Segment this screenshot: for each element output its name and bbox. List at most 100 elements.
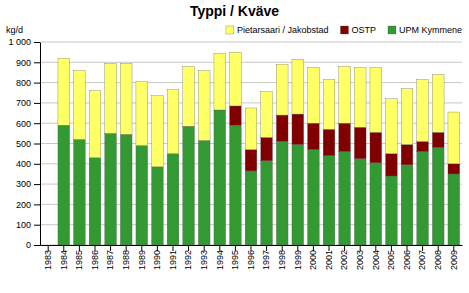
x-tick: 2005 xyxy=(386,245,396,270)
x-tick: 2000 xyxy=(308,245,318,270)
tick-label: 1983 xyxy=(43,250,53,270)
tick-label: 2001 xyxy=(324,250,334,270)
y-tick: 0 xyxy=(26,240,40,250)
grid-line xyxy=(40,62,462,63)
bar xyxy=(401,145,413,165)
bar xyxy=(386,176,398,245)
y-tick: 900 xyxy=(16,58,40,68)
bar xyxy=(74,70,86,139)
tick-label: 1 000 xyxy=(8,37,31,47)
y-axis: 01002003004005006007008009001 000 xyxy=(8,37,40,250)
x-tick: 1991 xyxy=(168,245,178,270)
bar xyxy=(230,106,242,125)
tick-label: 1988 xyxy=(121,250,131,270)
tick-label: 1994 xyxy=(215,250,225,270)
bar xyxy=(292,59,304,114)
bar xyxy=(183,126,195,245)
bar xyxy=(74,139,86,245)
tick-label: 200 xyxy=(16,200,31,210)
bar xyxy=(308,123,320,149)
tick-label: 1999 xyxy=(293,250,303,270)
x-tick: 1992 xyxy=(183,245,193,270)
bar xyxy=(261,161,273,245)
tick-label: 100 xyxy=(16,220,31,230)
y-tick: 200 xyxy=(16,200,40,210)
bar xyxy=(432,74,444,132)
axis-title: kg/d xyxy=(6,25,23,35)
tick-label: 2008 xyxy=(433,250,443,270)
tick-mark xyxy=(34,164,40,165)
bar xyxy=(198,140,210,245)
bar xyxy=(417,141,429,151)
x-tick: 1983 xyxy=(43,245,53,270)
x-tick: 2002 xyxy=(339,245,349,270)
chart: 01002003004005006007008009001 0001983198… xyxy=(0,0,469,293)
x-tick: 2001 xyxy=(324,245,334,270)
bar xyxy=(214,110,226,245)
bar xyxy=(58,58,70,125)
tick-label: 700 xyxy=(16,98,31,108)
bar xyxy=(448,112,460,164)
bar xyxy=(276,115,288,141)
y-tick: 700 xyxy=(16,98,40,108)
bar xyxy=(152,167,164,245)
bar xyxy=(276,64,288,115)
bar xyxy=(245,150,257,171)
x-tick: 1996 xyxy=(246,245,256,270)
tick-label: 2007 xyxy=(417,250,427,270)
x-tick: 1999 xyxy=(293,245,303,270)
bar xyxy=(89,91,101,158)
legend-label: UPM Kymmene xyxy=(399,25,462,35)
bar xyxy=(370,67,382,132)
legend-item: OSTP xyxy=(340,25,376,35)
tick-label: 1991 xyxy=(168,250,178,270)
tick-mark xyxy=(34,123,40,124)
x-tick: 1990 xyxy=(152,245,162,270)
tick-label: 1986 xyxy=(90,250,100,270)
tick-mark xyxy=(34,204,40,205)
tick-label: 1992 xyxy=(183,250,193,270)
tick-mark xyxy=(34,83,40,84)
bars xyxy=(58,52,460,245)
bar xyxy=(58,125,70,245)
bar xyxy=(339,66,351,123)
y-tick: 1 000 xyxy=(8,37,40,47)
x-tick: 2003 xyxy=(355,245,365,270)
x-tick: 1987 xyxy=(105,245,115,270)
bar xyxy=(323,156,335,245)
legend-item: UPM Kymmene xyxy=(388,25,462,35)
tick-mark xyxy=(34,225,40,226)
tick-label: 2009 xyxy=(449,250,459,270)
bar xyxy=(167,154,179,245)
x-tick: 1997 xyxy=(261,245,271,270)
y-tick: 600 xyxy=(16,119,40,129)
bar xyxy=(370,132,382,162)
bar xyxy=(448,174,460,245)
tick-mark xyxy=(34,144,40,145)
grid-line xyxy=(40,42,462,43)
grid-line xyxy=(40,82,462,83)
tick-label: 1985 xyxy=(74,250,84,270)
x-tick: 1985 xyxy=(74,245,84,270)
x-tick: 2007 xyxy=(417,245,427,270)
bar xyxy=(245,108,257,150)
tick-mark xyxy=(34,184,40,185)
bar xyxy=(354,159,366,245)
x-tick: 1988 xyxy=(121,245,131,270)
bar xyxy=(386,99,398,154)
bar xyxy=(105,63,117,133)
bar xyxy=(230,125,242,245)
bar xyxy=(448,164,460,174)
bar xyxy=(230,52,242,106)
bar xyxy=(261,92,273,138)
y-tick: 500 xyxy=(16,139,40,149)
bar xyxy=(386,154,398,176)
tick-label: 2005 xyxy=(386,250,396,270)
axis-line xyxy=(40,43,41,246)
tick-label: 1998 xyxy=(277,250,287,270)
bar xyxy=(308,150,320,245)
bar xyxy=(136,82,148,146)
tick-label: 300 xyxy=(16,179,31,189)
bar xyxy=(292,114,304,144)
bar xyxy=(432,148,444,245)
